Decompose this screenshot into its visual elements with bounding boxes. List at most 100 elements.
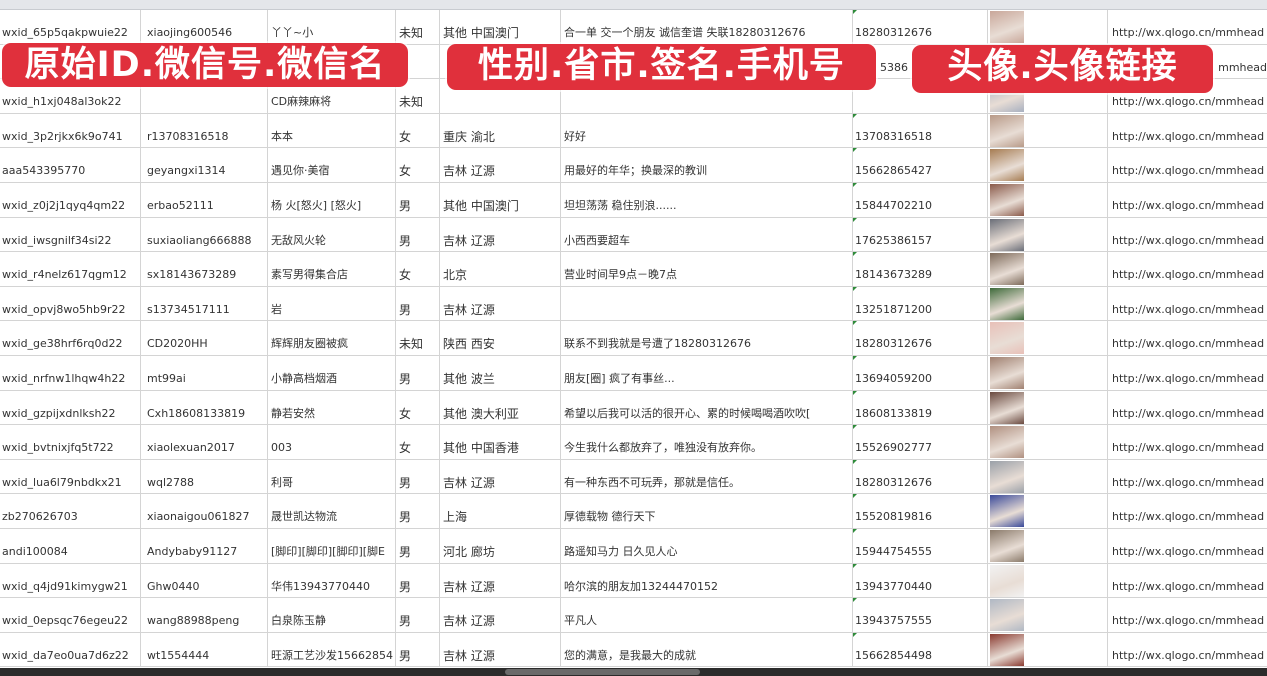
cell-gender[interactable]: 男 xyxy=(396,459,440,494)
cell-gender[interactable]: 男 xyxy=(396,182,440,217)
cell-avatar-link[interactable]: http://wx.qlogo.cn/mmhead xyxy=(1108,598,1267,632)
cell-avatar[interactable] xyxy=(988,10,1108,44)
cell-region[interactable]: 北京 xyxy=(440,252,561,286)
cell-original-id[interactable]: andi100084 xyxy=(0,528,141,563)
cell-wechat-id[interactable]: r13708316518 xyxy=(141,113,268,148)
cell-wechat-name[interactable]: [脚印][脚印][脚印][脚E xyxy=(268,528,396,563)
cell-original-id[interactable]: wxid_lua6l79nbdkx21 xyxy=(0,459,141,494)
cell-avatar-link[interactable]: http://wx.qlogo.cn/mmhead xyxy=(1108,252,1267,286)
cell-phone[interactable]: 15844702210 xyxy=(853,182,988,217)
cell-gender[interactable]: 未知 xyxy=(396,321,440,355)
cell-wechat-id[interactable]: sx18143673289 xyxy=(141,252,268,286)
cell-wechat-id[interactable] xyxy=(141,79,268,113)
cell-region[interactable]: 重庆 渝北 xyxy=(440,113,561,148)
cell-avatar-link[interactable]: http://wx.qlogo.cn/mmhead xyxy=(1108,79,1267,113)
cell-phone[interactable]: 15662854498 xyxy=(853,632,988,667)
cell-region[interactable]: 陕西 西安 xyxy=(440,321,561,355)
cell-wechat-name[interactable]: 华伟13943770440 xyxy=(268,563,396,598)
cell-signature[interactable]: 坦坦荡荡 稳住别浪...... xyxy=(561,182,853,217)
cell-wechat-id[interactable]: wql2788 xyxy=(141,459,268,494)
cell-wechat-name[interactable]: 辉辉朋友圈被疯 xyxy=(268,321,396,355)
cell-phone[interactable]: 15662865427 xyxy=(853,148,988,182)
cell-signature[interactable]: 哈尔滨的朋友加13244470152 xyxy=(561,563,853,598)
cell-phone[interactable]: 15526902777 xyxy=(853,425,988,459)
cell-avatar-link[interactable]: http://wx.qlogo.cn/mmhead xyxy=(1108,10,1267,44)
cell-wechat-id[interactable]: xiaonaigou061827 xyxy=(141,494,268,528)
cell-region[interactable] xyxy=(440,79,561,113)
cell-avatar[interactable] xyxy=(988,632,1108,667)
cell-wechat-id[interactable]: s13734517111 xyxy=(141,286,268,321)
cell-avatar[interactable] xyxy=(988,563,1108,598)
cell-signature[interactable]: 您的满意，是我最大的成就 xyxy=(561,632,853,667)
cell-original-id[interactable]: wxid_ge38hrf6rq0d22 xyxy=(0,321,141,355)
cell-gender[interactable]: 男 xyxy=(396,494,440,528)
cell-avatar[interactable] xyxy=(988,355,1108,390)
cell-original-id[interactable]: wxid_r4nelz617qgm12 xyxy=(0,252,141,286)
cell-avatar-link[interactable]: http://wx.qlogo.cn/mmhead xyxy=(1108,183,1267,217)
cell-wechat-name[interactable]: 白泉陈玉静 xyxy=(268,598,396,632)
cell-gender[interactable]: 男 xyxy=(396,286,440,321)
cell-avatar-link[interactable]: http://wx.qlogo.cn/mmhead xyxy=(1108,494,1267,528)
cell-region[interactable]: 其他 中国香港 xyxy=(440,425,561,459)
cell-phone[interactable]: 13708316518 xyxy=(853,113,988,148)
cell-avatar-link[interactable]: http://wx.qlogo.cn/mmhead xyxy=(1108,425,1267,459)
cell-wechat-id[interactable]: wang88988peng xyxy=(141,598,268,632)
cell-avatar-link[interactable]: http://wx.qlogo.cn/mmhead xyxy=(1108,391,1267,425)
cell-phone[interactable]: 15520819816 xyxy=(853,494,988,528)
cell-signature[interactable]: 希望以后我可以活的很开心、累的时候喝喝酒吹吹[ xyxy=(561,390,853,425)
cell-original-id[interactable]: wxid_65p5qakpwuie22 xyxy=(0,10,141,44)
cell-original-id[interactable]: wxid_3p2rjkx6k9o741 xyxy=(0,113,141,148)
cell-phone[interactable]: 18280312676 xyxy=(853,321,988,355)
cell-signature[interactable]: 好好 xyxy=(561,113,853,148)
cell-original-id[interactable]: wxid_z0j2j1qyq4qm22 xyxy=(0,182,141,217)
cell-wechat-name[interactable]: 旺源工艺沙发15662854 xyxy=(268,632,396,667)
cell-region[interactable]: 其他 中国澳门 xyxy=(440,10,561,44)
cell-region[interactable]: 吉林 辽源 xyxy=(440,598,561,632)
cell-region[interactable]: 河北 廊坊 xyxy=(440,528,561,563)
cell-wechat-id[interactable]: xiaolexuan2017 xyxy=(141,425,268,459)
cell-signature[interactable] xyxy=(561,79,853,113)
cell-phone[interactable] xyxy=(853,79,988,113)
cell-wechat-name[interactable]: 岩 xyxy=(268,286,396,321)
cell-original-id[interactable]: wxid_da7eo0ua7d6z22 xyxy=(0,632,141,667)
cell-wechat-id[interactable]: Ghw0440 xyxy=(141,563,268,598)
cell-region[interactable]: 吉林 辽源 xyxy=(440,148,561,182)
cell-avatar-link[interactable]: http://wx.qlogo.cn/mmhead xyxy=(1108,529,1267,563)
cell-gender[interactable]: 未知 xyxy=(396,10,440,44)
cell-signature[interactable]: 有一种东西不可玩弄，那就是信任。 xyxy=(561,459,853,494)
cell-wechat-name[interactable]: 无敌风火轮 xyxy=(268,217,396,252)
cell-gender[interactable]: 女 xyxy=(396,252,440,286)
cell-wechat-id[interactable]: wt1554444 xyxy=(141,632,268,667)
cell-signature[interactable]: 平凡人 xyxy=(561,598,853,632)
cell-avatar-link[interactable]: http://wx.qlogo.cn/mmhead xyxy=(1108,287,1267,321)
cell-wechat-name[interactable]: 利哥 xyxy=(268,459,396,494)
cell-gender[interactable]: 男 xyxy=(396,528,440,563)
cell-phone[interactable]: 13694059200 xyxy=(853,355,988,390)
cell-gender[interactable]: 女 xyxy=(396,148,440,182)
cell-gender[interactable]: 未知 xyxy=(396,79,440,113)
cell-wechat-name[interactable]: 杨 火[怒火] [怒火] xyxy=(268,182,396,217)
cell-wechat-id[interactable]: suxiaoliang666888 xyxy=(141,217,268,252)
cell-phone[interactable]: 17625386157 xyxy=(853,217,988,252)
cell-signature[interactable]: 路遥知马力 日久见人心 xyxy=(561,528,853,563)
cell-avatar-link[interactable]: http://wx.qlogo.cn/mmhead xyxy=(1108,218,1267,252)
cell-wechat-name[interactable]: 晟世凯达物流 xyxy=(268,494,396,528)
cell-phone[interactable]: 13251871200 xyxy=(853,286,988,321)
cell-wechat-name[interactable]: 003 xyxy=(268,425,396,459)
cell-region[interactable]: 上海 xyxy=(440,494,561,528)
cell-avatar-link[interactable]: http://wx.qlogo.cn/mmhead xyxy=(1108,148,1267,182)
horizontal-scrollbar[interactable] xyxy=(505,669,700,675)
cell-phone[interactable]: 18143673289 xyxy=(853,252,988,286)
cell-wechat-name[interactable]: 本本 xyxy=(268,113,396,148)
cell-gender[interactable]: 男 xyxy=(396,563,440,598)
cell-gender[interactable]: 女 xyxy=(396,425,440,459)
cell-wechat-id[interactable]: Andybaby91127 xyxy=(141,528,268,563)
cell-phone[interactable]: 18280312676 xyxy=(853,459,988,494)
cell-gender[interactable] xyxy=(396,44,440,79)
cell-wechat-name[interactable]: CD麻辣麻将 xyxy=(268,79,396,113)
cell-avatar[interactable] xyxy=(988,390,1108,425)
cell-signature[interactable]: 营业时间早9点－晚7点 xyxy=(561,252,853,286)
cell-avatar[interactable] xyxy=(988,286,1108,321)
cell-signature[interactable]: 联系不到我就是号遭了18280312676 xyxy=(561,321,853,355)
cell-avatar-link[interactable]: http://wx.qlogo.cn/mmhead xyxy=(1108,564,1267,598)
